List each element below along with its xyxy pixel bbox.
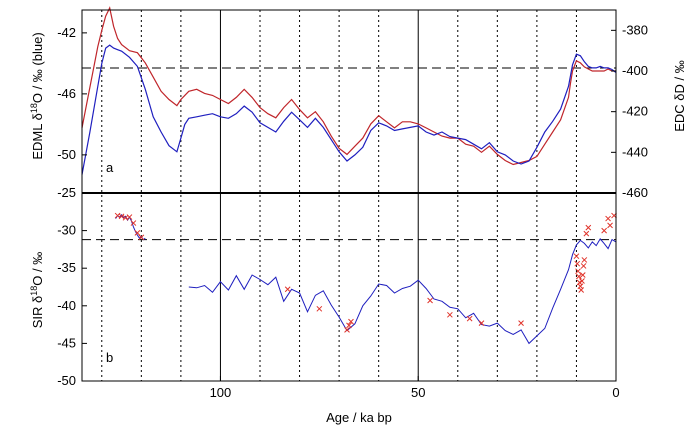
sir-marker xyxy=(478,320,485,326)
top-left-axis-label-suffix: O / ‰ (blue) xyxy=(30,32,45,103)
bottom-left-tick-label: -25 xyxy=(57,185,76,200)
sir-marker xyxy=(427,297,433,304)
grid-lines xyxy=(82,10,616,381)
top-left-axis-label-superscript: 18 xyxy=(29,103,39,113)
sir-marker xyxy=(579,272,586,278)
svg-text:SIR δ18O / ‰: SIR δ18O / ‰ xyxy=(29,252,45,329)
sir-marker xyxy=(126,214,133,220)
sir-marker xyxy=(575,268,581,275)
panel-b-label: b xyxy=(106,350,113,365)
sir-marker xyxy=(575,273,582,280)
sir-marker xyxy=(118,213,125,220)
bottom-left-tick-label: -35 xyxy=(57,260,76,275)
sir-marker xyxy=(518,320,524,326)
top-left-axis-label-group: EDML δ18O / ‰ (blue) xyxy=(29,32,45,159)
bottom-left-axis-label-superscript: 18 xyxy=(29,286,39,296)
top-left-tick-label: -46 xyxy=(57,86,76,101)
sir-marker xyxy=(316,305,323,312)
bottom-left-axis-label-suffix: O / ‰ xyxy=(30,252,45,286)
x-tick-label: 100 xyxy=(210,385,232,400)
frame-layer xyxy=(81,9,617,382)
sir-marker xyxy=(605,215,611,222)
edc-dD-series xyxy=(81,6,616,166)
sir-marker xyxy=(344,327,350,333)
sir-marker xyxy=(607,222,613,229)
top-right-tick-label: -420 xyxy=(622,104,648,119)
sir-marker xyxy=(585,224,592,231)
sir-marker xyxy=(138,234,145,241)
sir-marker xyxy=(130,220,137,226)
bottom-left-tick-label: -40 xyxy=(57,298,76,313)
sir-marker xyxy=(578,287,585,293)
sir-marker xyxy=(346,322,352,329)
edml-d18o-series xyxy=(81,44,617,175)
top-right-axis-label: EDC δD / ‰ xyxy=(672,60,687,132)
sir-marker xyxy=(348,318,354,325)
top-right-tick-label: -380 xyxy=(622,22,648,37)
sir-marker xyxy=(466,315,473,322)
bottom-left-tick-label: -45 xyxy=(57,335,76,350)
bottom-left-axis-label-prefix: SIR δ xyxy=(30,296,45,329)
plot-frame xyxy=(81,9,617,382)
sir-d18o-series-1 xyxy=(188,238,617,345)
top-left-axis-label-prefix: EDML δ xyxy=(30,113,45,159)
sir-marker xyxy=(134,230,141,236)
x-axis-label: Age / ka bp xyxy=(326,410,392,425)
series-layer xyxy=(81,6,617,345)
sir-marker xyxy=(580,263,587,269)
x-tick-label: 50 xyxy=(411,385,425,400)
sir-marker xyxy=(573,253,580,260)
top-left-tick-label: -50 xyxy=(57,147,76,162)
sir-marker xyxy=(574,260,581,267)
sir-marker xyxy=(581,257,588,263)
svg-text:EDML δ18O / ‰ (blue): EDML δ18O / ‰ (blue) xyxy=(29,32,45,159)
sir-marker xyxy=(447,311,453,318)
bottom-left-tick-label: -50 xyxy=(57,373,76,388)
panel-a-label: a xyxy=(106,160,114,175)
bottom-left-axis-label-group: SIR δ18O / ‰ xyxy=(29,252,45,329)
x-tick-label: 0 xyxy=(612,385,619,400)
sir-marker xyxy=(601,227,607,234)
sir-marker xyxy=(583,230,590,237)
top-right-tick-label: -440 xyxy=(622,144,648,159)
tick-layer: -42-46-50-380-400-420-440-460-25-30-35-4… xyxy=(57,22,648,400)
top-right-tick-label: -400 xyxy=(622,63,648,78)
top-left-tick-label: -42 xyxy=(57,25,76,40)
top-right-axis-label-group: EDC δD / ‰ xyxy=(672,60,687,132)
sir-marker xyxy=(284,286,291,293)
bottom-left-tick-label: -30 xyxy=(57,223,76,238)
top-right-tick-label: -460 xyxy=(622,185,648,200)
sir-marker xyxy=(579,278,585,284)
